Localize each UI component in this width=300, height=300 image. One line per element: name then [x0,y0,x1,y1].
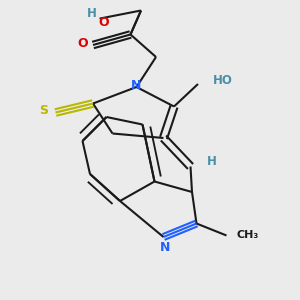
Text: O: O [77,37,88,50]
Text: H: H [87,7,96,20]
Text: CH₃: CH₃ [237,230,259,241]
Text: N: N [131,79,141,92]
Text: O: O [98,16,109,29]
Text: HO: HO [213,74,233,87]
Text: H: H [207,154,217,168]
Text: N: N [160,241,170,254]
Text: S: S [40,104,49,118]
